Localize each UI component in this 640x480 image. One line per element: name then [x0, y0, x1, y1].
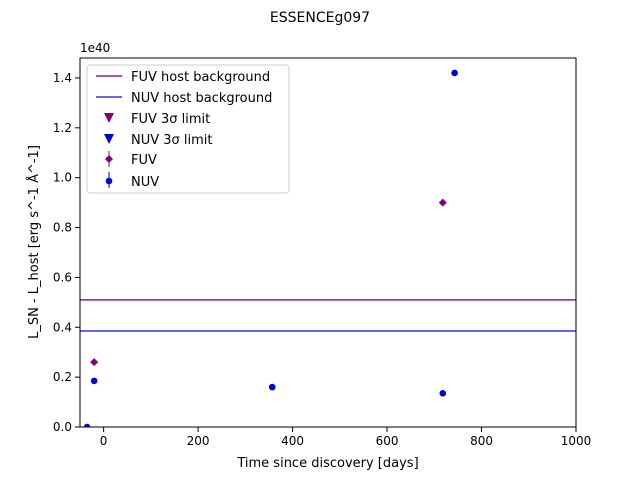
y-axis-label: L_SN - L_host [erg s^-1 Å^-1]: [26, 145, 42, 339]
x-tick-label-2: 400: [281, 434, 304, 448]
nuv-point-2: [268, 383, 276, 391]
plot-area: [80, 69, 576, 427]
y-tick-label-4: 0.8: [53, 221, 72, 235]
legend-label-nuv-host: NUV host background: [131, 91, 272, 106]
x-axis-ticks: 0 200 400 600 800 1000: [100, 427, 591, 448]
legend-label-fuv-limit: FUV 3σ limit: [131, 112, 210, 127]
x-tick-label-4: 800: [470, 434, 493, 448]
x-tick-label-1: 200: [187, 434, 210, 448]
legend-nuv-limit-marker: [104, 134, 114, 144]
legend-fuv-marker: [105, 155, 113, 163]
y-offset-label: 1e40: [80, 41, 110, 55]
chart-title: ESSENCEg097: [270, 10, 370, 26]
fuv-point-1: [438, 198, 447, 207]
nuv-point-1: [90, 377, 98, 385]
legend-label-fuv: FUV: [131, 153, 157, 168]
legend-label-nuv: NUV: [131, 175, 159, 190]
y-tick-label-5: 1.0: [53, 171, 72, 185]
x-tick-label-5: 1000: [561, 434, 592, 448]
y-tick-label-7: 1.4: [53, 71, 72, 85]
legend-label-nuv-limit: NUV 3σ limit: [131, 133, 213, 148]
legend-nuv-marker: [105, 177, 113, 185]
legend-label-fuv-host: FUV host background: [131, 70, 270, 85]
plot-marks: [80, 69, 576, 427]
x-tick-label-0: 0: [100, 434, 108, 448]
y-tick-label-6: 1.2: [53, 121, 72, 135]
nuv-point-0: [83, 423, 91, 427]
y-axis-ticks: 0.0 0.2 0.4 0.6 0.8 1.0 1.2 1.4: [53, 71, 80, 434]
nuv-point-3: [439, 390, 447, 397]
nuv-point-4: [451, 69, 458, 77]
plot-frame: [79, 57, 577, 428]
y-tick-label-0: 0.0: [53, 420, 72, 434]
y-tick-label-1: 0.2: [53, 370, 72, 384]
y-tick-label-3: 0.6: [53, 270, 72, 284]
y-tick-label-2: 0.4: [53, 320, 72, 334]
legend: FUV host background NUV host background …: [86, 64, 290, 194]
x-tick-label-3: 600: [376, 434, 399, 448]
fuv-point-0: [90, 358, 99, 367]
legend-box: [86, 64, 290, 194]
legend-fuv-limit-marker: [104, 113, 114, 123]
x-axis-label: Time since discovery [days]: [236, 456, 418, 471]
